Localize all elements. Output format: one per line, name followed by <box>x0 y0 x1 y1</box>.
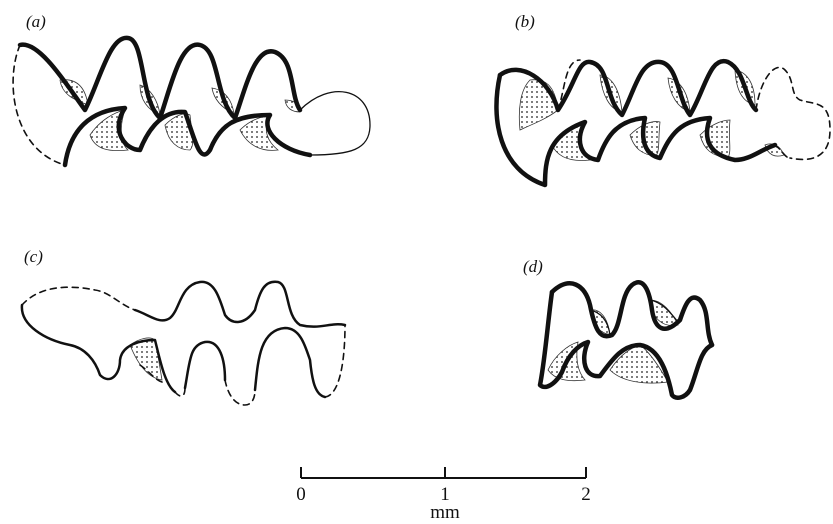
tooth-drawing-a <box>13 38 370 165</box>
scale-bar: 0 1 2 mm <box>296 467 591 523</box>
panel-label: (a) <box>26 12 46 31</box>
scale-label: 0 <box>296 484 306 505</box>
panel-label: (d) <box>523 257 543 276</box>
tooth-drawing-b <box>496 60 830 185</box>
figure: (a) (b) (c) (d) <box>0 0 833 524</box>
tooth-drawing-c <box>22 282 345 405</box>
scale-unit: mm <box>430 502 460 523</box>
tooth-drawing-d <box>540 282 712 397</box>
panel-label: (b) <box>515 12 535 31</box>
panel-label: (c) <box>24 247 43 266</box>
scale-label: 2 <box>581 484 591 505</box>
